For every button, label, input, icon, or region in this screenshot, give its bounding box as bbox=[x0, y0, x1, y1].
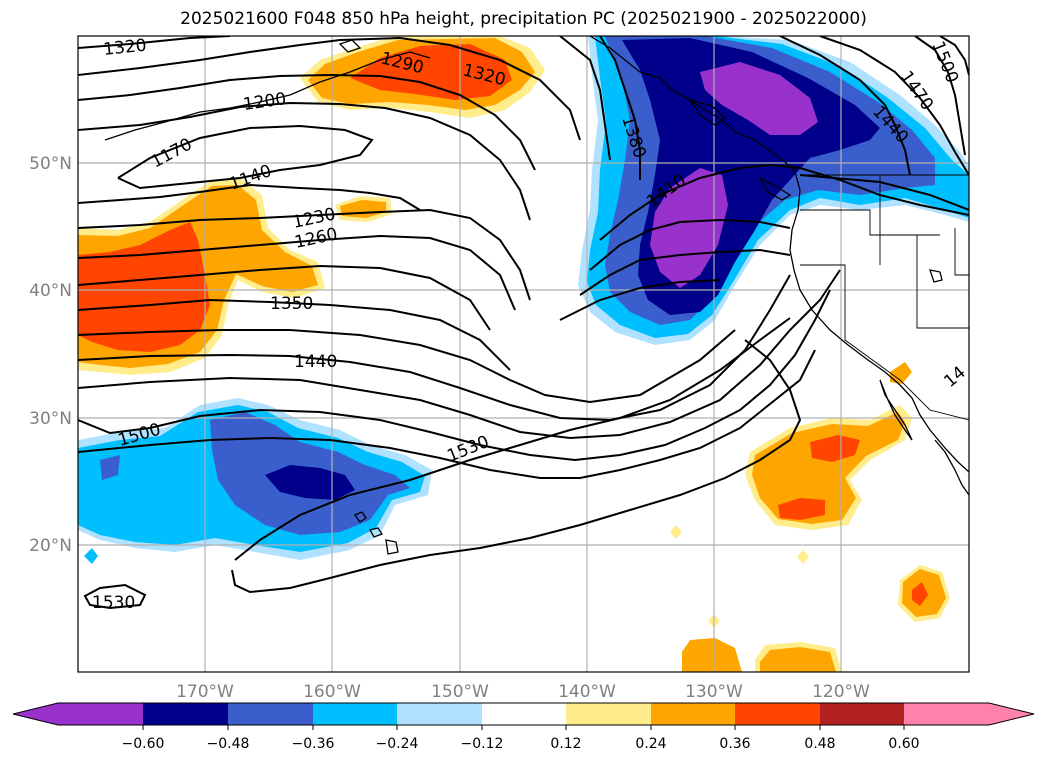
lat-label: 40°N bbox=[29, 281, 72, 301]
pos-anomaly-central bbox=[78, 178, 392, 375]
fill-pos-036-east bbox=[778, 435, 860, 520]
neg-anomaly-north bbox=[578, 36, 969, 345]
lon-label: 140°W bbox=[558, 682, 616, 702]
fill-neg-060-north-b bbox=[650, 168, 728, 288]
colorbar-tick-label: 0.24 bbox=[635, 736, 666, 752]
colorbar-outline bbox=[12, 702, 1035, 726]
colorbar-bin bbox=[651, 703, 735, 725]
colorbar-tick-label: 0.12 bbox=[550, 736, 581, 752]
colorbar-extend-right bbox=[989, 703, 1034, 725]
colorbar-tick-label: 0.60 bbox=[888, 736, 919, 752]
fill-neg-060-north-a bbox=[700, 62, 818, 135]
coastlines bbox=[104, 36, 969, 555]
colorbar-tick-label: 0.48 bbox=[804, 736, 835, 752]
colorbar-tick-label: −0.36 bbox=[292, 736, 335, 752]
colorbar-ticks bbox=[142, 725, 905, 730]
colorbar-tick-label: −0.12 bbox=[461, 736, 504, 752]
lat-label: 20°N bbox=[29, 536, 72, 556]
contour-label: 1530 bbox=[92, 593, 135, 613]
lon-label: 170°W bbox=[176, 682, 234, 702]
lon-label: 130°W bbox=[685, 682, 743, 702]
gridlines bbox=[78, 36, 969, 672]
fill-pos-012-dot-2 bbox=[797, 550, 809, 564]
pos-anomaly-bering bbox=[300, 36, 545, 118]
fill-pos-036-east-blob bbox=[912, 582, 928, 606]
political-borders bbox=[800, 174, 969, 421]
colorbar-bin bbox=[820, 703, 904, 725]
contour-label: 1320 bbox=[102, 36, 147, 60]
height-contours bbox=[78, 36, 969, 610]
pos-anomaly-east bbox=[670, 362, 950, 672]
lon-labels: 170°W 160°W 150°W 140°W 130°W 120°W bbox=[176, 682, 870, 702]
colorbar-bin bbox=[904, 703, 989, 725]
colorbar-extend-left bbox=[13, 703, 58, 725]
colorbar-bin bbox=[397, 703, 482, 725]
colorbar: −0.60 −0.48 −0.36 −0.24 −0.12 0.12 0.24 … bbox=[12, 702, 1035, 752]
contour-label: 1440 bbox=[294, 352, 337, 372]
colorbar-tick-label: −0.60 bbox=[122, 736, 165, 752]
fill-pos-036-bering bbox=[350, 44, 512, 100]
colorbar-tick-label: −0.24 bbox=[376, 736, 419, 752]
colorbar-tick-label: 0.36 bbox=[719, 736, 750, 752]
lat-label: 50°N bbox=[29, 154, 72, 174]
colorbar-tick-label: −0.48 bbox=[207, 736, 250, 752]
colorbar-bin bbox=[58, 703, 143, 725]
fill-pos-036-central bbox=[78, 222, 210, 352]
colorbar-bin bbox=[735, 703, 820, 725]
contour-label: 1350 bbox=[270, 294, 313, 314]
lon-label: 150°W bbox=[431, 682, 489, 702]
lon-label: 160°W bbox=[303, 682, 361, 702]
plot-area: 1320 1290 1320 1200 1170 1140 1230 1260 … bbox=[78, 36, 969, 672]
colorbar-bin bbox=[143, 703, 228, 725]
fill-pos-024-bottom-a bbox=[682, 638, 742, 672]
lat-label: 30°N bbox=[29, 409, 72, 429]
lon-label: 120°W bbox=[812, 682, 870, 702]
fill-neg-024-dot bbox=[84, 548, 98, 564]
fill-pos-012-dot-1 bbox=[670, 525, 682, 539]
map-title: 2025021600 F048 850 hPa height, precipit… bbox=[180, 9, 867, 29]
lat-labels: 50°N 40°N 30°N 20°N bbox=[29, 154, 72, 556]
fill-pos-024-bottom-b bbox=[760, 647, 836, 672]
colorbar-bin bbox=[313, 703, 397, 725]
colorbar-bin bbox=[482, 703, 566, 725]
colorbar-bin bbox=[566, 703, 651, 725]
fill-pos-024-baja bbox=[890, 362, 912, 384]
plot-frame bbox=[77, 35, 970, 673]
colorbar-bin bbox=[228, 703, 313, 725]
